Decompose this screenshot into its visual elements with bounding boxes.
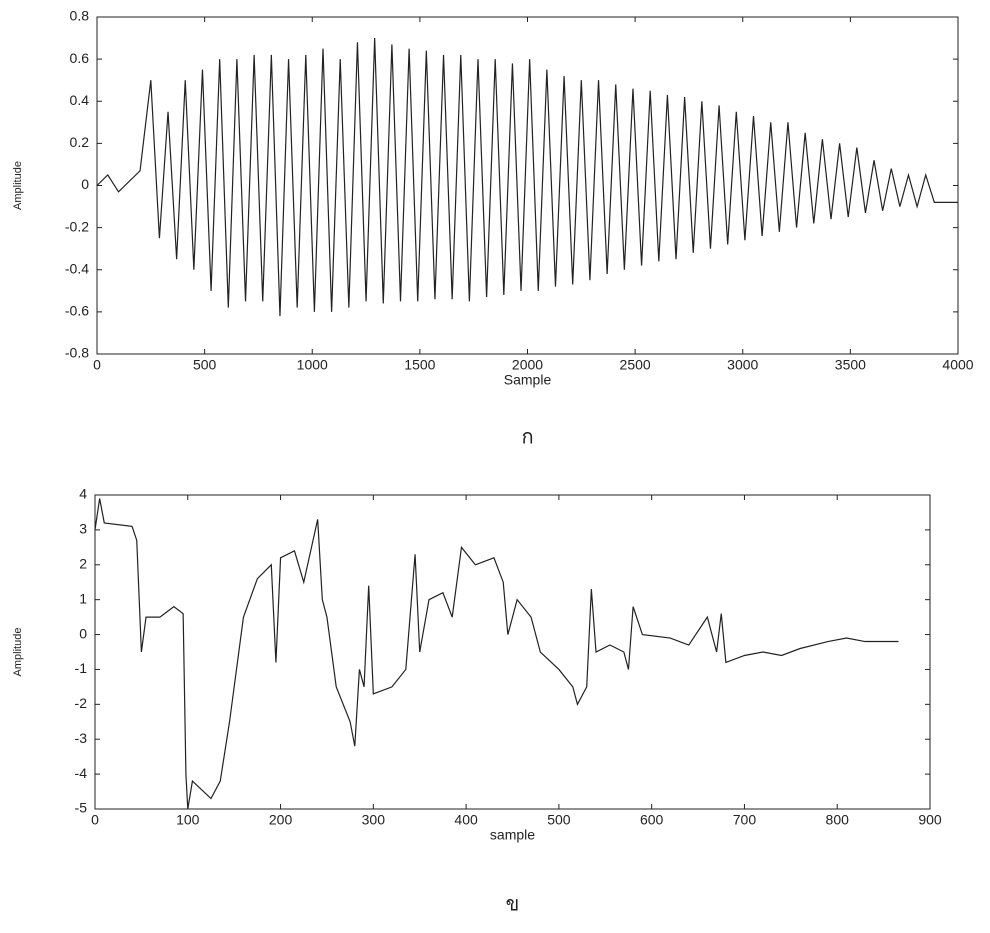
x-tick-label: 2500 <box>620 357 651 373</box>
x-tick-label: 900 <box>918 812 942 828</box>
x-tick-label: 300 <box>362 812 386 828</box>
x-tick-label: 800 <box>826 812 850 828</box>
y-tick-label: -0.8 <box>65 345 89 361</box>
y-tick-label: -2 <box>75 695 88 711</box>
plot-frame <box>96 16 959 355</box>
y-tick-label: -0.4 <box>65 260 89 276</box>
x-tick-label: 1000 <box>297 357 328 373</box>
y-tick-label: -5 <box>75 800 88 816</box>
y-tick-label: 1 <box>79 590 87 606</box>
y-tick-label: 0.8 <box>70 8 90 24</box>
x-tick-label: 3000 <box>727 357 758 373</box>
y-tick-label: 0.6 <box>70 50 90 66</box>
y-tick-label: 3 <box>79 521 87 537</box>
x-tick-label: 1500 <box>404 357 435 373</box>
x-tick-label: 0 <box>93 357 101 373</box>
signal-line <box>96 38 958 317</box>
y-tick-label: -1 <box>75 660 88 676</box>
x-tick-label: 500 <box>547 812 571 828</box>
figure-caption: ก <box>521 425 533 449</box>
y-tick-label: 0 <box>81 176 89 192</box>
y-axis-label: Amplitude <box>12 628 24 677</box>
x-tick-label: 700 <box>733 812 757 828</box>
y-tick-label: 0.4 <box>70 92 90 108</box>
x-tick-label: 600 <box>640 812 664 828</box>
x-axis-label: Sample <box>504 372 552 388</box>
x-tick-label: 0 <box>91 812 99 828</box>
x-axis-label: sample <box>490 827 535 843</box>
x-tick-label: 2000 <box>512 357 543 373</box>
x-tick-label: 4000 <box>942 357 973 373</box>
plot-frame <box>94 494 931 810</box>
y-tick-label: 0 <box>79 625 87 641</box>
x-tick-label: 200 <box>269 812 293 828</box>
y-axis-label: Amplitude <box>12 161 24 210</box>
y-tick-label: -4 <box>75 765 88 781</box>
x-tick-label: 3500 <box>835 357 866 373</box>
x-tick-label: 100 <box>176 812 200 828</box>
signal-line <box>94 498 899 810</box>
y-tick-label: -3 <box>75 730 88 746</box>
figure-caption: ข <box>506 892 520 916</box>
y-tick-label: 0.2 <box>70 134 90 150</box>
x-tick-label: 400 <box>454 812 478 828</box>
y-tick-label: -0.2 <box>65 218 89 234</box>
y-tick-label: 2 <box>79 555 87 571</box>
x-tick-label: 500 <box>193 357 217 373</box>
y-tick-label: -0.6 <box>65 303 89 319</box>
y-tick-label: 4 <box>79 486 87 502</box>
